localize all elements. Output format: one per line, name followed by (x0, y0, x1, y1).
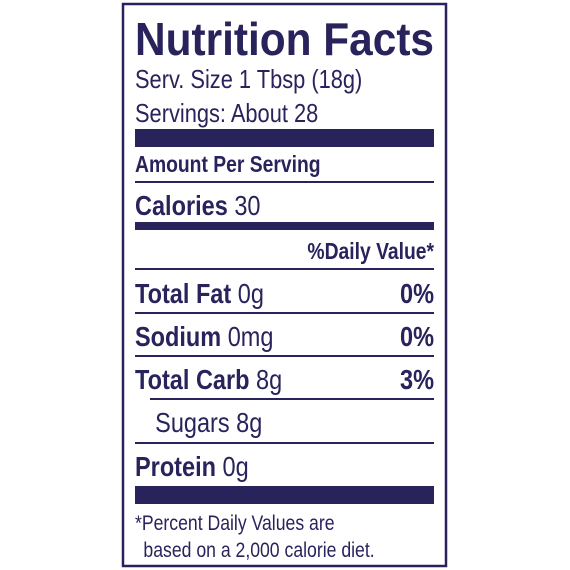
nutrient-amount: 0g (238, 279, 264, 309)
calories-row: Calories 30 (135, 191, 260, 221)
nutrient-amount: 8g (236, 408, 262, 438)
footnote-line: based on a 2,000 calorie diet. (143, 539, 374, 563)
nutrient-row: Total Carb 8g (135, 365, 282, 395)
nutrient-amount: 8g (256, 365, 282, 395)
nutrient-row: Sodium 0mg (135, 322, 273, 352)
nutrient-amount: 0mg (228, 322, 274, 352)
calories-name: Calories (135, 191, 228, 221)
thick-rule (135, 486, 434, 504)
serving-size: Serv. Size 1 Tbsp (18g) (135, 65, 362, 94)
footnote-line: *Percent Daily Values are (135, 512, 335, 536)
nutrient-row: Protein 0g (135, 452, 249, 482)
medium-rule (135, 222, 434, 230)
nutrient-name: Protein (135, 452, 216, 482)
daily-value: 0% (400, 322, 434, 352)
daily-value: 0% (400, 279, 434, 309)
nutrient-name: Total Carb (135, 365, 249, 395)
nutrient-name: Sugars (155, 408, 229, 438)
servings: Servings: About 28 (135, 99, 318, 128)
label-border (121, 2, 448, 568)
nutrient-row: Total Fat 0g (135, 279, 264, 309)
label-body: Serv. Size 1 Tbsp (18g) Servings: About … (135, 65, 435, 562)
nutrient-amount: 0g (223, 452, 249, 482)
daily-value-header: %Daily Value* (307, 240, 434, 265)
daily-value: 3% (400, 365, 434, 395)
amount-per-serving: Amount Per Serving (135, 153, 321, 178)
nutrient-row: Sugars 8g (155, 408, 262, 438)
calories-amount: 30 (234, 191, 260, 221)
nutrient-name: Sodium (135, 322, 221, 352)
thick-rule (135, 129, 434, 147)
nutrient-name: Total Fat (135, 279, 232, 309)
title: Nutrition Facts (135, 13, 434, 65)
